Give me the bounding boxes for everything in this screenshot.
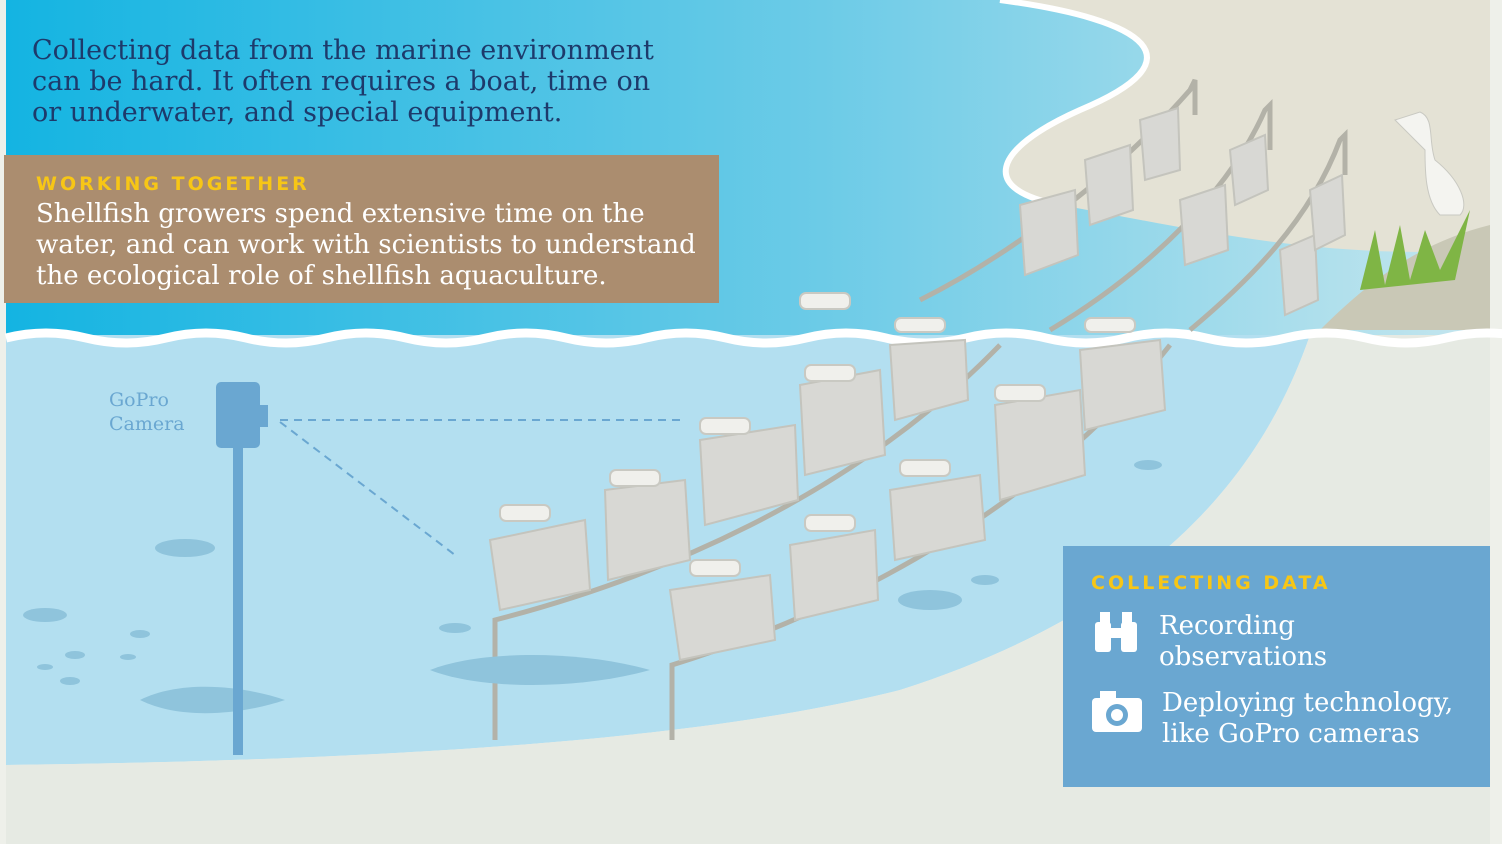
- collecting-data-items: Recording observations Deploying technol…: [1159, 611, 1453, 749]
- item-line: Deploying technology,: [1162, 688, 1453, 718]
- collecting-data-box: [1063, 546, 1490, 787]
- body-line: Shellfish growers spend extensive time o…: [36, 199, 645, 229]
- fish: [23, 460, 1162, 714]
- camera-icon: [1092, 691, 1142, 732]
- item-line: observations: [1159, 642, 1327, 672]
- gopro-camera: [216, 382, 680, 755]
- shoreline: [999, 0, 1150, 208]
- oyster-bags: [488, 106, 1347, 662]
- label-line: Camera: [109, 413, 185, 435]
- body-line: the ecological role of shellfish aquacul…: [36, 261, 607, 291]
- box-heading: WORKING TOGETHER: [36, 173, 310, 195]
- intro-line: or underwater, and special equipment.: [32, 97, 562, 128]
- body-line: water, and can work with scientists to u…: [36, 230, 696, 260]
- item-line: Recording: [1159, 611, 1295, 641]
- intro-line: can be hard. It often requires a boat, t…: [32, 66, 650, 97]
- intro-line: Collecting data from the marine environm…: [32, 35, 654, 66]
- heron: [1394, 111, 1465, 216]
- floats: [499, 292, 1136, 577]
- waves: [4, 328, 1502, 348]
- binoculars-icon: [1095, 612, 1137, 652]
- plants: [1360, 210, 1470, 290]
- working-together-text: Shellfish growers spend extensive time o…: [36, 199, 696, 291]
- box-heading: COLLECTING DATA: [1091, 572, 1331, 594]
- intro: Collecting data from the marine environm…: [32, 35, 654, 128]
- item-line: like GoPro cameras: [1162, 719, 1420, 749]
- working-together-box: [4, 155, 719, 303]
- label-line: GoPro: [109, 389, 169, 411]
- camera-label: GoPro Camera: [109, 389, 185, 435]
